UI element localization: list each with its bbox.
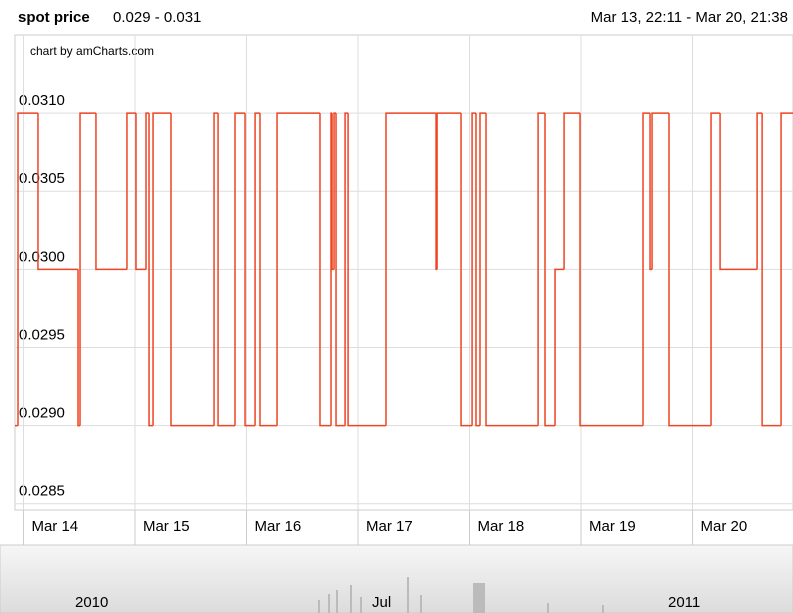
line-segment (385, 112, 437, 426)
x-tick-label: Mar 16 (254, 518, 301, 535)
subtitle: 0.029 - 0.031 (113, 9, 201, 26)
x-tick-label: Mar 15 (143, 518, 190, 535)
x-tick-label: Mar 20 (701, 518, 748, 535)
x-tick-label: Mar 18 (478, 518, 525, 535)
line-segment (148, 113, 154, 427)
line-segment (436, 112, 462, 270)
x-tick-label: Mar 17 (366, 518, 413, 535)
line-segment (254, 112, 260, 426)
navigator-label: Jul (372, 594, 391, 611)
line-segment (126, 112, 136, 270)
range-label: Mar 13, 22:11 - Mar 20, 21:38 (591, 9, 788, 26)
y-tick-label: 0.0295 (19, 326, 65, 343)
y-tick-label: 0.0290 (19, 405, 65, 422)
line-segment (544, 113, 556, 427)
line-segment (170, 113, 215, 427)
line-segment (710, 112, 721, 426)
line-segment (152, 112, 172, 426)
navigator-label: 2010 (75, 594, 108, 611)
title: spot price (18, 9, 90, 26)
y-tick-label: 0.0305 (19, 170, 65, 187)
line-segment (668, 113, 712, 427)
line-segment (276, 112, 320, 426)
navigator-bars (318, 577, 604, 613)
line-segment (761, 113, 782, 427)
line-segment (95, 113, 127, 271)
line-segment (780, 112, 793, 426)
navigator-label: 2011 (668, 594, 700, 611)
line-segment (347, 113, 386, 427)
line-segment (485, 113, 539, 427)
y-tick-label: 0.0285 (19, 483, 65, 500)
line-segment (554, 268, 565, 426)
line-segment (756, 112, 763, 270)
line-segment (479, 112, 487, 426)
line-segment (259, 113, 278, 427)
line-segment (579, 113, 644, 427)
y-tick-label: 0.0300 (19, 248, 65, 265)
line-segment (234, 112, 246, 426)
line-segment (79, 112, 96, 426)
line-segment (17, 112, 38, 426)
line-segment (244, 113, 256, 427)
line-segment (37, 113, 79, 271)
line-segment (651, 112, 670, 270)
line-segment (460, 113, 473, 427)
line-segment (217, 113, 236, 427)
line-segment (135, 113, 147, 271)
credit: chart by amCharts.com (30, 44, 154, 58)
x-tick-label: Mar 14 (31, 518, 78, 535)
line-segment (213, 112, 219, 426)
line-segment (642, 112, 651, 426)
line-segment (475, 113, 480, 427)
navigator[interactable] (0, 544, 793, 613)
line-segment (719, 113, 758, 271)
line-segment (319, 113, 332, 427)
line-segment (563, 112, 581, 270)
line-segment (335, 113, 346, 427)
line-segment (471, 112, 476, 426)
line-segment (145, 112, 150, 270)
y-tick-label: 0.0310 (19, 92, 65, 109)
plot-area (14, 34, 793, 511)
line-segment (537, 112, 546, 426)
line-segment (344, 112, 349, 426)
x-tick-label: Mar 19 (589, 518, 636, 535)
